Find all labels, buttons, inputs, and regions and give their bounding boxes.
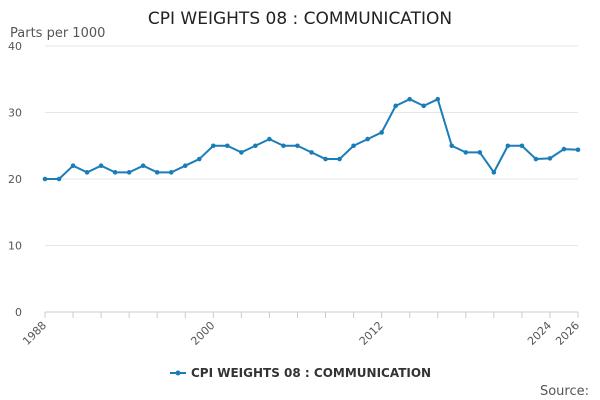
data-point[interactable] bbox=[519, 143, 525, 149]
data-point[interactable] bbox=[42, 176, 48, 182]
y-tick-label: 40 bbox=[8, 40, 22, 53]
data-point[interactable] bbox=[379, 130, 384, 135]
data-point[interactable] bbox=[491, 170, 497, 175]
data-point[interactable] bbox=[140, 163, 146, 168]
x-axis-ticks: 1988 2000 2012 2024 2026 bbox=[20, 312, 582, 348]
legend-item-label: CPI WEIGHTS 08 : COMMUNICATION bbox=[191, 366, 431, 380]
data-point[interactable] bbox=[225, 143, 230, 149]
legend-marker bbox=[175, 370, 181, 376]
x-tick-label: 2000 bbox=[188, 319, 217, 348]
data-point[interactable] bbox=[407, 96, 412, 102]
data-point[interactable] bbox=[126, 170, 132, 175]
y-tick-label: 20 bbox=[8, 173, 22, 186]
data-point[interactable] bbox=[70, 163, 76, 168]
source-label: Source: bbox=[540, 384, 589, 399]
chart-title: CPI WEIGHTS 08 : COMMUNICATION bbox=[148, 9, 452, 29]
y-tick-label: 0 bbox=[15, 306, 22, 319]
data-point[interactable] bbox=[168, 170, 174, 175]
data-point[interactable] bbox=[267, 136, 272, 142]
y-tick-label: 30 bbox=[8, 107, 22, 120]
data-point[interactable] bbox=[561, 146, 567, 152]
data-point[interactable] bbox=[84, 170, 90, 175]
data-point[interactable] bbox=[323, 156, 328, 162]
data-point[interactable] bbox=[182, 163, 188, 168]
data-point[interactable] bbox=[575, 147, 581, 153]
data-point[interactable] bbox=[295, 143, 300, 149]
legend[interactable]: CPI WEIGHTS 08 : COMMUNICATION bbox=[170, 366, 431, 380]
data-point[interactable] bbox=[477, 150, 483, 155]
data-point[interactable] bbox=[56, 176, 62, 182]
data-point[interactable] bbox=[435, 96, 441, 102]
data-point[interactable] bbox=[253, 143, 258, 149]
data-point[interactable] bbox=[393, 103, 398, 109]
data-point[interactable] bbox=[98, 163, 104, 168]
data-point[interactable] bbox=[239, 150, 244, 155]
data-point[interactable] bbox=[351, 143, 356, 149]
data-point[interactable] bbox=[211, 143, 216, 149]
x-tick-label: 1988 bbox=[20, 319, 49, 348]
data-point[interactable] bbox=[337, 156, 342, 162]
series-line-0 bbox=[45, 98, 579, 180]
data-point[interactable] bbox=[421, 103, 427, 109]
series-layer bbox=[42, 96, 581, 182]
data-point[interactable] bbox=[196, 156, 202, 162]
gridlines bbox=[45, 45, 578, 313]
data-point[interactable] bbox=[463, 150, 469, 155]
data-point[interactable] bbox=[112, 170, 118, 175]
data-point[interactable] bbox=[281, 143, 286, 149]
data-point[interactable] bbox=[309, 150, 314, 155]
data-point[interactable] bbox=[154, 170, 160, 175]
x-tick-label: 2012 bbox=[357, 319, 386, 348]
data-point[interactable] bbox=[547, 156, 553, 161]
x-tick-label: 2026 bbox=[553, 319, 582, 348]
y-tick-label: 10 bbox=[8, 240, 22, 253]
y-axis-label: Parts per 1000 bbox=[10, 26, 105, 41]
data-point[interactable] bbox=[365, 136, 370, 142]
y-axis-ticks: 0 10 20 30 40 bbox=[8, 40, 22, 319]
data-point[interactable] bbox=[505, 143, 511, 149]
data-point[interactable] bbox=[533, 156, 539, 162]
x-tick-label: 2024 bbox=[525, 319, 554, 348]
data-point[interactable] bbox=[449, 143, 455, 149]
